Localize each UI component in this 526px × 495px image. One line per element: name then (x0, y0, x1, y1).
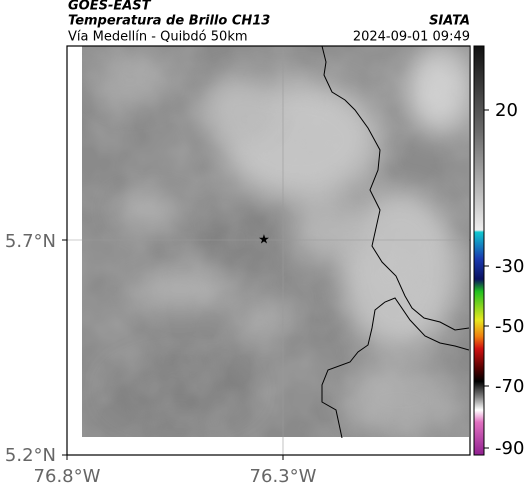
map-margin (67, 46, 82, 438)
borders (321, 46, 469, 438)
lon-label: 76.3°W (250, 466, 317, 487)
subtitle: Temperatura de Brillo CH13 (68, 14, 270, 29)
location-marker: ★ (258, 233, 270, 248)
brand: SIATA (429, 14, 470, 29)
route: Vía Medellín - Quibdó 50km (68, 30, 248, 45)
colorbar (473, 45, 485, 456)
map-frame (66, 45, 471, 456)
colorbar-ticks: 20 -30 -50 -70 -90 (484, 100, 524, 459)
axis-ticks (62, 239, 284, 460)
colorbar-label: -30 (495, 256, 524, 277)
lon-label: 76.8°W (34, 466, 101, 487)
satellite-image (82, 46, 469, 438)
lat-label: 5.7°N (5, 231, 56, 252)
colorbar-label: -70 (495, 376, 524, 397)
timestamp: 2024-09-01 09:49 (353, 30, 470, 45)
colorbar-label: -90 (495, 438, 524, 459)
title: GOES-EAST (68, 0, 152, 14)
lat-label: 5.2°N (5, 445, 56, 466)
colorbar-label: -50 (495, 316, 524, 337)
colorbar-label: 20 (495, 100, 518, 121)
graticule (67, 46, 470, 455)
map-margin (67, 437, 470, 455)
